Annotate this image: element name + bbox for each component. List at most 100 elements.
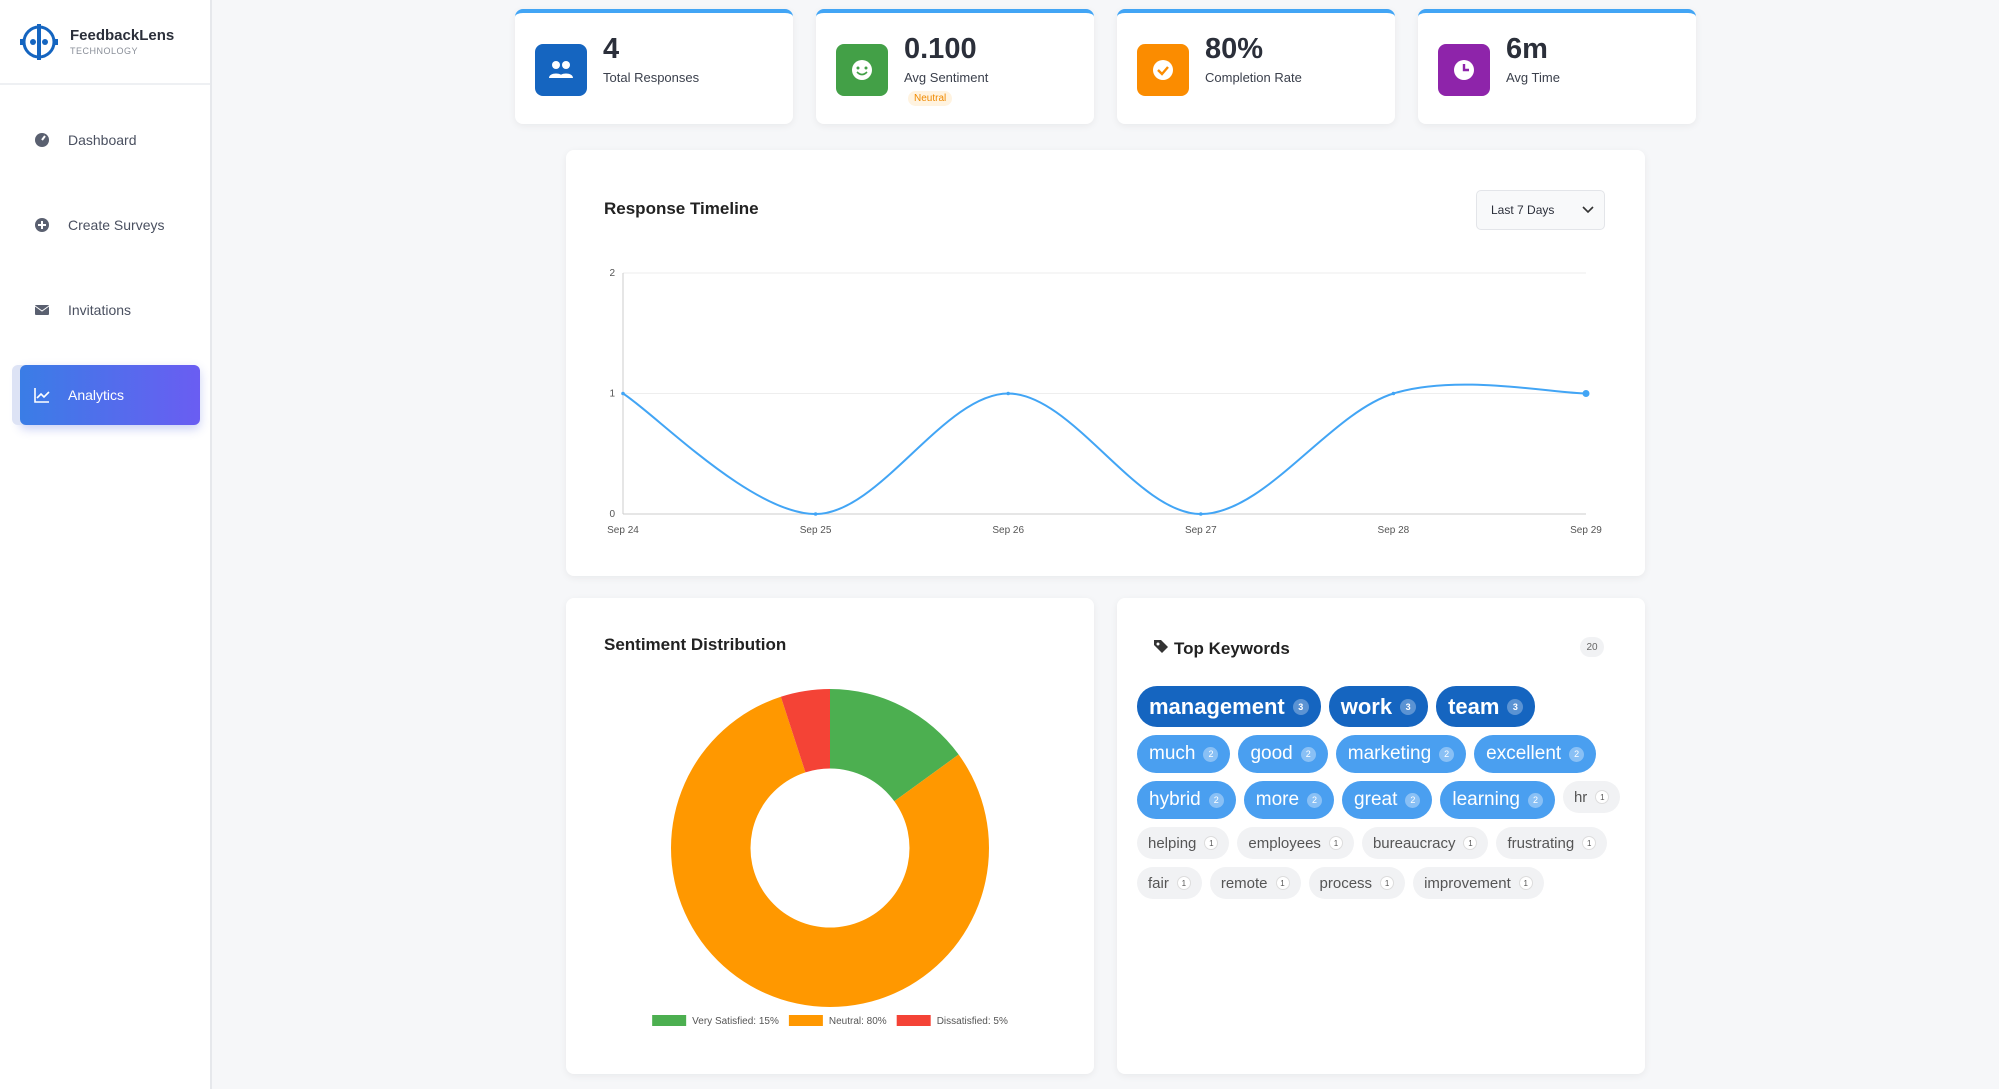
keyword-tag[interactable]: employees 1 — [1237, 827, 1354, 859]
keyword-tag[interactable]: helping 1 — [1137, 827, 1230, 859]
point — [1582, 390, 1590, 397]
keyword-count: 2 — [1307, 792, 1323, 808]
keyword-tag[interactable]: learning 2 — [1440, 781, 1555, 819]
x-tick-label: Sep 25 — [800, 525, 832, 536]
keyword: remote — [1220, 874, 1268, 892]
nav-icon — [34, 305, 50, 315]
stat-card: 6m Avg Time — [1418, 9, 1696, 124]
keyword: team — [1448, 693, 1500, 719]
keyword: much — [1149, 743, 1196, 764]
keyword-tag[interactable]: more 2 — [1243, 781, 1335, 819]
keyword-count: 2 — [1300, 746, 1316, 762]
point — [621, 391, 625, 396]
stat-label: Avg Sentiment — [904, 70, 989, 85]
nav-label: Dashboard — [68, 132, 137, 148]
range-label: Last 7 Days — [1491, 203, 1555, 217]
keyword-count: 1 — [1275, 876, 1290, 890]
nav-icon — [35, 133, 49, 147]
keyword-count: 1 — [1380, 876, 1395, 890]
keyword-tag[interactable]: team 3 — [1436, 686, 1536, 727]
nav-item[interactable]: Create Surveys — [20, 195, 200, 255]
donut-slice — [780, 689, 830, 773]
legend: Very Satisfied: 15% Neutral: 80% Dissatisf… — [652, 1015, 1008, 1027]
range-select[interactable]: Last 7 Days — [1476, 190, 1605, 230]
keyword-tag[interactable]: bureaucracy 1 — [1361, 827, 1489, 859]
keyword: improvement — [1424, 874, 1511, 892]
keyword-count: 3 — [1400, 698, 1417, 715]
keyword-count: 1 — [1518, 876, 1533, 890]
keyword-count: 1 — [1176, 876, 1191, 890]
keyword: learning — [1452, 789, 1520, 810]
keyword: bureaucracy — [1372, 834, 1456, 852]
nav-item[interactable]: Dashboard — [20, 110, 200, 170]
keyword: good — [1250, 743, 1293, 764]
stat-icon — [1137, 44, 1189, 96]
icon — [549, 61, 573, 78]
stat-icon — [836, 44, 888, 96]
keyword-tag[interactable]: management 3 — [1137, 686, 1321, 727]
keyword-tag[interactable]: remote 1 — [1209, 867, 1301, 899]
timeline-card: Response Timeline Last 7 Days 0 1 2 Sep 24 S… — [566, 150, 1645, 576]
y-tick-label: 1 — [609, 389, 615, 400]
stat-label: Total Responses — [603, 70, 700, 85]
keyword-tag[interactable]: much 2 — [1137, 735, 1231, 773]
nav-item[interactable]: Invitations — [20, 280, 200, 340]
keyword-list: management 3 work 3 team 3 much 2 good 2 marketing… — [1137, 686, 1627, 899]
keyword-tag[interactable]: process 1 — [1308, 867, 1406, 899]
stat-badge: Neutral — [908, 91, 953, 106]
legend-swatch — [652, 1015, 687, 1026]
keyword: employees — [1248, 834, 1321, 852]
keyword-count: 3 — [1292, 698, 1309, 715]
keyword-count: 1 — [1463, 836, 1478, 850]
icon — [1454, 60, 1474, 80]
keyword-tag[interactable]: hr 1 — [1562, 781, 1621, 813]
nav-label: Create Surveys — [68, 217, 165, 233]
keyword-count: 1 — [1328, 836, 1343, 850]
icon — [1153, 60, 1173, 80]
keyword-tag[interactable]: excellent 2 — [1474, 735, 1597, 773]
brand: FeedbackLens — [70, 27, 175, 44]
keyword-tag[interactable]: frustrating 1 — [1496, 827, 1608, 859]
donut-chart: Very Satisfied: 15% Neutral: 80% Dissatisf… — [652, 689, 1008, 1027]
keyword-tag[interactable]: improvement 1 — [1413, 867, 1544, 899]
card-title: Sentiment Distribution — [604, 635, 787, 654]
keyword-tag[interactable]: hybrid 2 — [1137, 781, 1236, 819]
keyword-tag[interactable]: fair 1 — [1137, 867, 1202, 899]
keyword: more — [1255, 789, 1300, 810]
keyword: work — [1340, 693, 1393, 719]
line-chart: 0 1 2 Sep 24 Sep 25 Sep 26 Sep 27 Sep 28 Sep 29 — [607, 268, 1602, 536]
keyword-tag[interactable]: good 2 — [1238, 735, 1328, 773]
legend-swatch — [896, 1015, 931, 1026]
legend-label: Neutral: 80% — [829, 1016, 887, 1027]
x-tick-label: Sep 26 — [992, 525, 1024, 536]
keyword-total: 20 — [1580, 637, 1604, 657]
stat-card: 0.100 Avg Sentiment Neutral — [816, 9, 1094, 124]
keyword: marketing — [1347, 743, 1432, 764]
point — [813, 512, 818, 516]
point — [1006, 391, 1010, 396]
logo — [20, 24, 58, 60]
line-series — [622, 383, 1587, 516]
stat-value: 6m — [1506, 33, 1548, 65]
x-tick-label: Sep 29 — [1570, 525, 1602, 536]
keyword-count: 2 — [1203, 746, 1219, 762]
divider — [0, 83, 210, 85]
stat-value: 4 — [603, 33, 620, 65]
chevron — [1582, 206, 1594, 214]
keyword-count: 1 — [1595, 790, 1610, 804]
nav-label: Invitations — [68, 302, 132, 318]
sidebar: FeedbackLens TECHNOLOGY Dashboard Create … — [0, 0, 212, 1089]
nav-item[interactable]: Analytics — [20, 365, 200, 425]
stat-value: 80% — [1205, 33, 1264, 65]
keyword-tag[interactable]: marketing 2 — [1335, 735, 1467, 773]
legend-label: Very Satisfied: 15% — [692, 1016, 779, 1027]
stat-icon — [1438, 44, 1490, 96]
keyword: frustrating — [1507, 834, 1575, 852]
keyword: hr — [1573, 788, 1588, 806]
keyword-tag[interactable]: work 3 — [1328, 686, 1429, 727]
keyword-count: 2 — [1208, 792, 1224, 808]
keyword-tag[interactable]: great 2 — [1342, 781, 1433, 819]
y-tick-label: 2 — [609, 268, 615, 279]
keyword: excellent — [1486, 743, 1562, 764]
keyword: management — [1149, 693, 1285, 719]
